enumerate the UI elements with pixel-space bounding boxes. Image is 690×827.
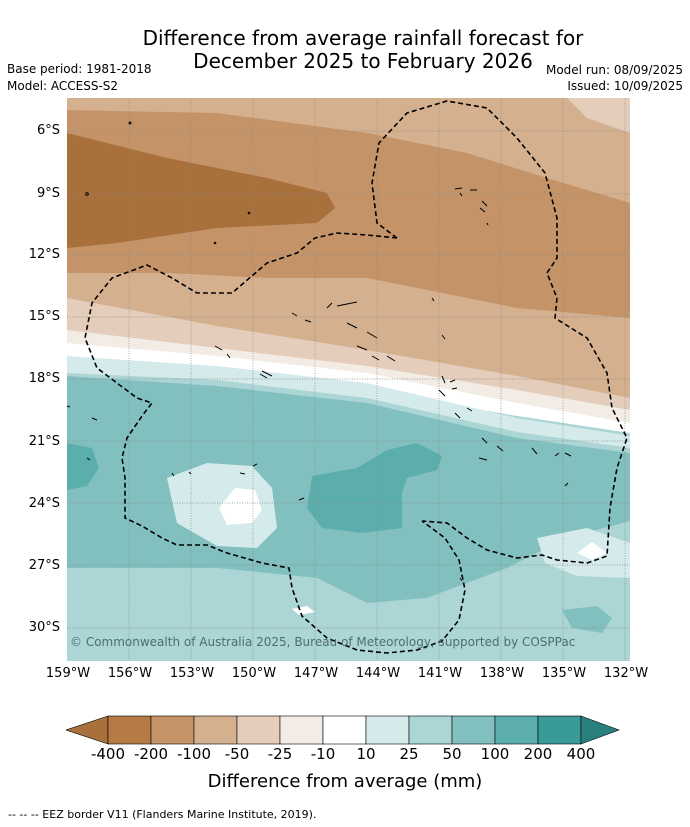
colorbar-label: Difference from average (mm) bbox=[207, 771, 483, 792]
colorbar-cell bbox=[537, 715, 582, 745]
lat-label-18s: 18°S bbox=[28, 371, 60, 386]
map-title-line2: December 2025 to February 2026 bbox=[193, 49, 533, 73]
islands bbox=[67, 121, 572, 582]
lon-label-132w: 132°W bbox=[603, 666, 649, 681]
base-period: Base period: 1981-2018 bbox=[7, 62, 152, 76]
colorbar-tick: 50 bbox=[442, 745, 462, 763]
lat-label-30s: 30°S bbox=[28, 620, 60, 635]
colorbar-tick: -50 bbox=[224, 745, 250, 763]
colorbar-extend-high bbox=[580, 715, 620, 745]
band-brown-dark bbox=[67, 133, 335, 248]
colorbar-tick: 200 bbox=[523, 745, 553, 763]
lat-label-27s: 27°S bbox=[28, 558, 60, 573]
colorbar-tick: -25 bbox=[267, 745, 293, 763]
lon-label-153w: 153°W bbox=[169, 666, 215, 681]
colorbar-cell bbox=[451, 715, 496, 745]
colorbar bbox=[66, 715, 620, 745]
patch-white-1 bbox=[219, 488, 262, 525]
colorbar-tick: -200 bbox=[133, 745, 169, 763]
colorbar-cell bbox=[107, 715, 152, 745]
rainfall-map: © Commonwealth of Australia 2025, Bureau… bbox=[67, 98, 630, 661]
colorbar-tick: 400 bbox=[566, 745, 596, 763]
eez-borders bbox=[84, 100, 628, 654]
model-name: Model: ACCESS-S2 bbox=[7, 79, 119, 93]
model-run: Model run: 08/09/2025 bbox=[545, 63, 683, 77]
colorbar-tick: 10 bbox=[356, 745, 376, 763]
lon-label-138w: 138°W bbox=[479, 666, 525, 681]
colorbar-cell bbox=[150, 715, 195, 745]
colorbar-tick: 25 bbox=[399, 745, 419, 763]
lon-label-156w: 156°W bbox=[107, 666, 153, 681]
colorbar-cell bbox=[365, 715, 410, 745]
band-brown-top-light bbox=[67, 98, 630, 203]
colorbar-cell bbox=[322, 715, 367, 745]
copyright: © Commonwealth of Australia 2025, Bureau… bbox=[70, 635, 575, 649]
lon-label-141w: 141°W bbox=[417, 666, 463, 681]
lon-label-135w: 135°W bbox=[541, 666, 587, 681]
colorbar-tick: -100 bbox=[176, 745, 212, 763]
patch-teal-dark-east bbox=[562, 606, 612, 633]
colorbar-cell bbox=[236, 715, 281, 745]
lon-label-150w: 150°W bbox=[231, 666, 277, 681]
colorbar-tick: 100 bbox=[480, 745, 510, 763]
lat-label-15s: 15°S bbox=[28, 309, 60, 324]
patch-teal-dark-central bbox=[307, 443, 442, 533]
colorbar-tick: -10 bbox=[310, 745, 336, 763]
eez-legend: -- -- -- EEZ border V11 (Flanders Marine… bbox=[8, 808, 317, 821]
lat-label-21s: 21°S bbox=[28, 434, 60, 449]
colorbar-cell bbox=[193, 715, 238, 745]
colorbar-cell bbox=[494, 715, 539, 745]
band-brown-corner bbox=[567, 98, 630, 133]
patch-white-2 bbox=[577, 542, 607, 560]
lat-label-6s: 6°S bbox=[36, 123, 60, 138]
map-title-line1: Difference from average rainfall forecas… bbox=[142, 26, 584, 50]
issued-date: Issued: 10/09/2025 bbox=[567, 79, 683, 93]
lon-label-147w: 147°W bbox=[293, 666, 339, 681]
lon-label-144w: 144°W bbox=[355, 666, 401, 681]
lat-label-9s: 9°S bbox=[36, 186, 60, 201]
lat-label-12s: 12°S bbox=[28, 247, 60, 262]
band-teal-lower bbox=[67, 521, 630, 661]
patch-teal-dark-west bbox=[67, 443, 99, 490]
colorbar-cell bbox=[279, 715, 324, 745]
colorbar-extend-low bbox=[66, 715, 109, 745]
patch-light-3 bbox=[292, 606, 315, 615]
colorbar-tick: -400 bbox=[90, 745, 126, 763]
colorbar-cell bbox=[408, 715, 453, 745]
lon-label-159w: 159°W bbox=[45, 666, 91, 681]
lat-label-24s: 24°S bbox=[28, 496, 60, 511]
